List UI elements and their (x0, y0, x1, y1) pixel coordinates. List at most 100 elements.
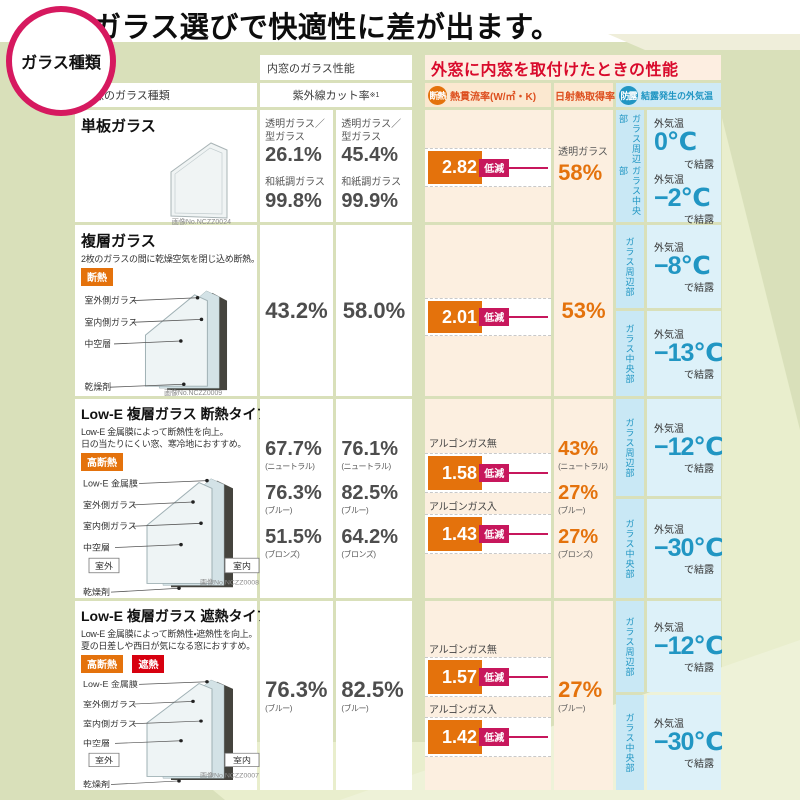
outside-temp-label: 外気温 (654, 242, 684, 254)
diagram-label: 乾燥剤 (83, 586, 110, 597)
diagram-label: 室外側ガラス (83, 499, 137, 510)
leader-line (114, 544, 182, 549)
uv-value: 76.1% (341, 437, 399, 460)
diagram-label: 室内側ガラス (83, 521, 137, 532)
uv-value: 58.0% (342, 297, 406, 323)
header-solar-gain: 日射熱取得率 (554, 83, 615, 107)
heat-track: 1.58 低減 (425, 453, 551, 493)
outside-temp-label: 外気温 (654, 174, 684, 186)
glass-edge-label: ガラス周辺部 (624, 417, 635, 478)
argon-gas-label: アルゴンガス入 (429, 705, 497, 716)
reduce-badge: 低減 (479, 158, 510, 177)
leader-line (132, 501, 194, 506)
uv-group: 透明ガラス／ 型ガラス 26.1% (265, 119, 328, 167)
header-uv-cut-rate: 紫外線カット率 ※1 (260, 83, 412, 107)
solar-group: 27% (ブルー) (558, 482, 609, 516)
temp-value: −13℃ (654, 338, 724, 367)
uv-label: 透明ガラス／ (265, 119, 325, 131)
shading-tag: 遮熱 (132, 655, 165, 674)
glass-type-circle-badge: ガラス種類 (6, 6, 116, 116)
insulation-circle-badge: 断熱 (428, 85, 447, 105)
heat-cell: 2.82 低減 (425, 110, 551, 222)
glass-pane-inner-edge (174, 147, 223, 215)
temp-block: 外気温 −2℃ で結露 (654, 171, 714, 227)
solar-sub-label: (ブルー) (558, 505, 585, 515)
uv-cell: 76.3% (ブルー) (260, 601, 333, 790)
uv-value: 43.2% (265, 297, 328, 323)
image-caption: 画像No.NCZZ0009 (164, 388, 222, 397)
arrow-line (487, 166, 548, 169)
arrow-line (487, 736, 548, 738)
condenses-label: で結露 (684, 663, 714, 675)
uv-cell: 透明ガラス／ 型ガラス 45.4% 和紙調ガラス 99.9% (336, 110, 412, 222)
temp-value: −2℃ (654, 183, 711, 212)
header-inner-performance: 内窓のガラス性能 (260, 55, 412, 80)
leader-dot (191, 500, 195, 504)
condenses-label: で結露 (684, 283, 714, 295)
uv-sub-label: (ブルー) (265, 505, 292, 515)
leader-dot (199, 317, 204, 322)
heat-value-box: 1.58 (428, 456, 482, 490)
leader-dot (205, 479, 209, 483)
outside-temp-label: 外気温 (654, 622, 684, 634)
indoor-label: 室内 (233, 560, 251, 571)
outdoor-label: 室外 (95, 756, 113, 765)
dew-position-cell: ガラス中央部 (616, 499, 644, 598)
dew-position-cell: ガラス周辺部 (616, 399, 644, 496)
uv-cell: 43.2% (260, 225, 333, 396)
uv-sub-label: (ブルー) (341, 703, 369, 713)
row-description: 日の当たりにくい窓、寒冷地におすすめ。 (81, 439, 247, 450)
solar-group: 43% (ニュートラル) (558, 438, 609, 472)
diagram-label: 室内側ガラス (85, 316, 138, 327)
indoor-box (224, 558, 260, 574)
row-badges: 高断熱 (81, 453, 253, 472)
solar-value: 27% (558, 677, 603, 703)
heat-cell: 2.01 低減 (425, 225, 551, 396)
row-description: 2枚のガラスの間に乾燥空気を閉じ込め断熱。 (81, 254, 260, 264)
glass-pane-front (144, 294, 208, 387)
dew-temp-cell: 外気温 −30℃ で結露 (647, 695, 724, 790)
dew-position-cell: ガラス周辺部 ガラス中央部 (616, 110, 644, 222)
leader-line (131, 297, 198, 302)
solar-cell: 43% (ニュートラル) 27% (ブルー) 27% (ブロンズ) (554, 399, 613, 598)
header-heat-transmission: 断熱 熱貫流率(W/㎡・K) (425, 83, 551, 107)
heat-track: 1.57 低減 (425, 657, 551, 697)
outdoor-label: 室外 (95, 560, 113, 571)
reduce-badge: 低減 (479, 668, 510, 686)
uv-value: 82.5% (341, 677, 404, 703)
diagram-label: 室内側ガラス (83, 719, 137, 728)
diagram-label: 乾燥剤 (83, 780, 110, 789)
insulation-tag: 断熱 (81, 268, 113, 287)
leader-line (138, 480, 208, 485)
glass-center-label: ガラス中央部 (624, 518, 635, 579)
diagram-label: 乾燥剤 (85, 381, 112, 392)
heat-track: 2.01 低減 (425, 298, 551, 336)
dew-position-cell: ガラス中央部 (616, 311, 644, 396)
argon-gas-label: アルゴンガス無 (429, 645, 497, 656)
leader-dot (205, 680, 209, 684)
glass-center-label: ガラス中央部 (618, 166, 641, 216)
temp-value: −12℃ (654, 432, 724, 461)
uv-sub-label: (ニュートラル) (265, 461, 315, 471)
dew-temp-cell: 外気温 0℃ で結露 外気温 −2℃ で結露 (647, 110, 721, 226)
uv-group: 67.7% (ニュートラル) (265, 438, 328, 472)
temp-value: −12℃ (654, 631, 724, 660)
image-caption: 画像No.NCZZ0024 (172, 217, 231, 226)
row-badges: 高断熱 遮熱 (81, 655, 253, 674)
solar-sub-label: (ニュートラル) (558, 461, 608, 471)
uv-cell: 82.5% (ブルー) (336, 601, 412, 790)
diagram-label: Low-E 金属膜 (83, 478, 138, 489)
reduce-badge: 低減 (479, 464, 510, 482)
dew-temp-cell: 外気温 −30℃ で結露 (647, 499, 724, 598)
leader-dot (177, 586, 181, 591)
outdoor-box (88, 558, 120, 574)
diagram-label: 中空層 (83, 542, 110, 553)
row-single-glass-type-cell: 単板ガラス 画像No.NCZZ0024 (75, 110, 257, 226)
condenses-label: で結露 (684, 159, 714, 171)
arrow-line (487, 676, 548, 678)
uv-sub-label: (ブロンズ) (265, 549, 300, 559)
glass-edge-label: ガラス周辺部 (624, 616, 635, 677)
uv-label: 型ガラス (341, 131, 382, 143)
solar-sub-label: (ブロンズ) (558, 549, 593, 559)
uv-cell: 67.7% (ニュートラル) 76.3% (ブルー) 51.5% (ブロンズ) (260, 399, 333, 598)
